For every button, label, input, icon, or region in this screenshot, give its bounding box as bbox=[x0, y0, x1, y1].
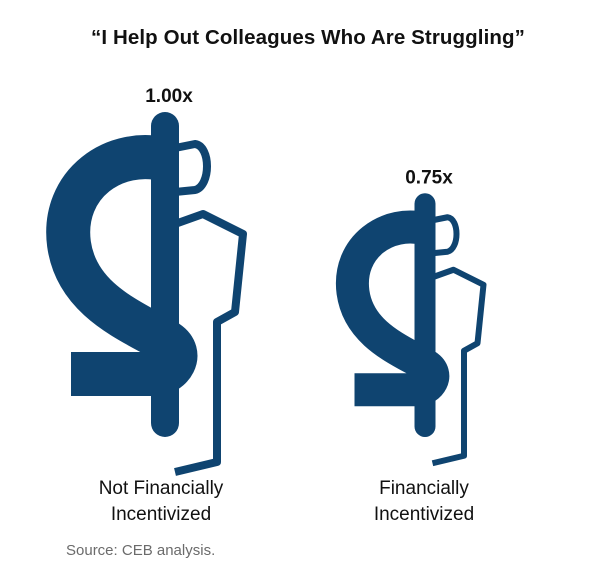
chart-title: “I Help Out Colleagues Who Are Strugglin… bbox=[91, 26, 525, 49]
person-outline bbox=[173, 140, 247, 476]
dollar-sign-bar bbox=[414, 193, 436, 437]
category-label-incentivized: Financially Incentivized bbox=[314, 476, 534, 528]
category-label-line: Incentivized bbox=[373, 504, 475, 525]
figure-mark-0 bbox=[46, 112, 247, 476]
category-label-line: Financially bbox=[379, 478, 469, 499]
value-label: 1.00x bbox=[145, 86, 193, 107]
category-label-not-incentivized: Not Financially Incentivized bbox=[51, 476, 271, 528]
source-note: Source: CEB analysis. bbox=[66, 542, 216, 559]
category-label-line: Not Financially bbox=[98, 478, 224, 499]
category-label-line: Incentivized bbox=[110, 504, 212, 525]
value-label: 0.75x bbox=[405, 167, 453, 188]
person-outline bbox=[431, 214, 487, 467]
figure-mark-1 bbox=[335, 193, 487, 467]
dollar-sign-bar bbox=[151, 112, 179, 437]
